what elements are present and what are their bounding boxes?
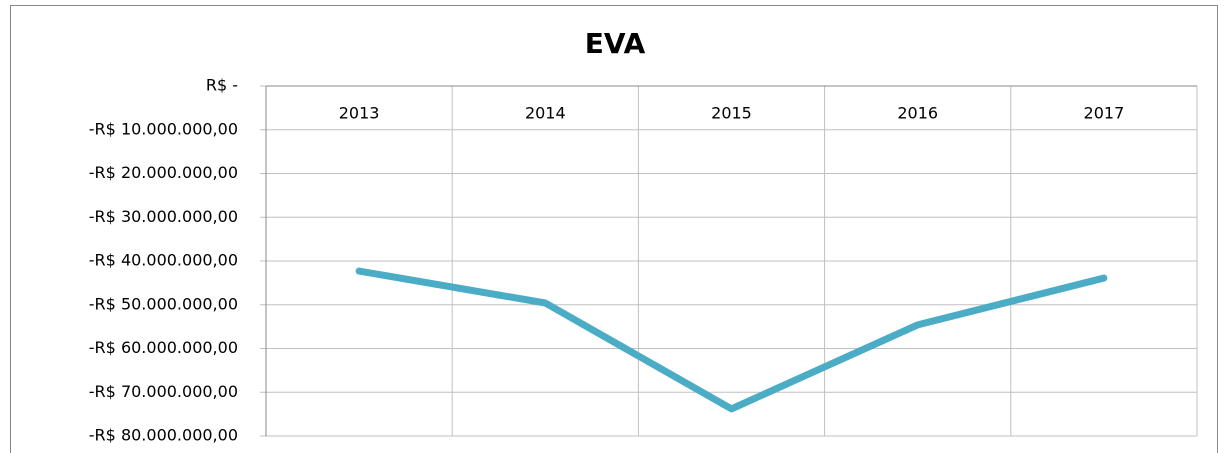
x-tick-label: 2013 bbox=[339, 104, 380, 123]
y-tick-label: -R$ 60.000.000,00 bbox=[89, 338, 238, 357]
y-tick-label: -R$ 70.000.000,00 bbox=[89, 382, 238, 401]
chart-frame bbox=[10, 5, 1218, 453]
y-tick-label: -R$ 10.000.000,00 bbox=[89, 119, 238, 138]
y-tick-label: -R$ 30.000.000,00 bbox=[89, 207, 238, 226]
y-tick-label: R$ - bbox=[206, 76, 238, 95]
x-tick-label: 2017 bbox=[1084, 104, 1125, 123]
x-tick-label: 2014 bbox=[525, 104, 566, 123]
y-tick-label: -R$ 50.000.000,00 bbox=[89, 294, 238, 313]
chart-title: EVA bbox=[585, 27, 646, 60]
x-tick-label: 2016 bbox=[897, 104, 938, 123]
x-tick-label: 2015 bbox=[711, 104, 752, 123]
y-tick-label: -R$ 40.000.000,00 bbox=[89, 251, 238, 270]
series-line bbox=[355, 267, 1108, 413]
y-tick-label: -R$ 20.000.000,00 bbox=[89, 163, 238, 182]
y-tick-label: -R$ 80.000.000,00 bbox=[89, 426, 238, 445]
